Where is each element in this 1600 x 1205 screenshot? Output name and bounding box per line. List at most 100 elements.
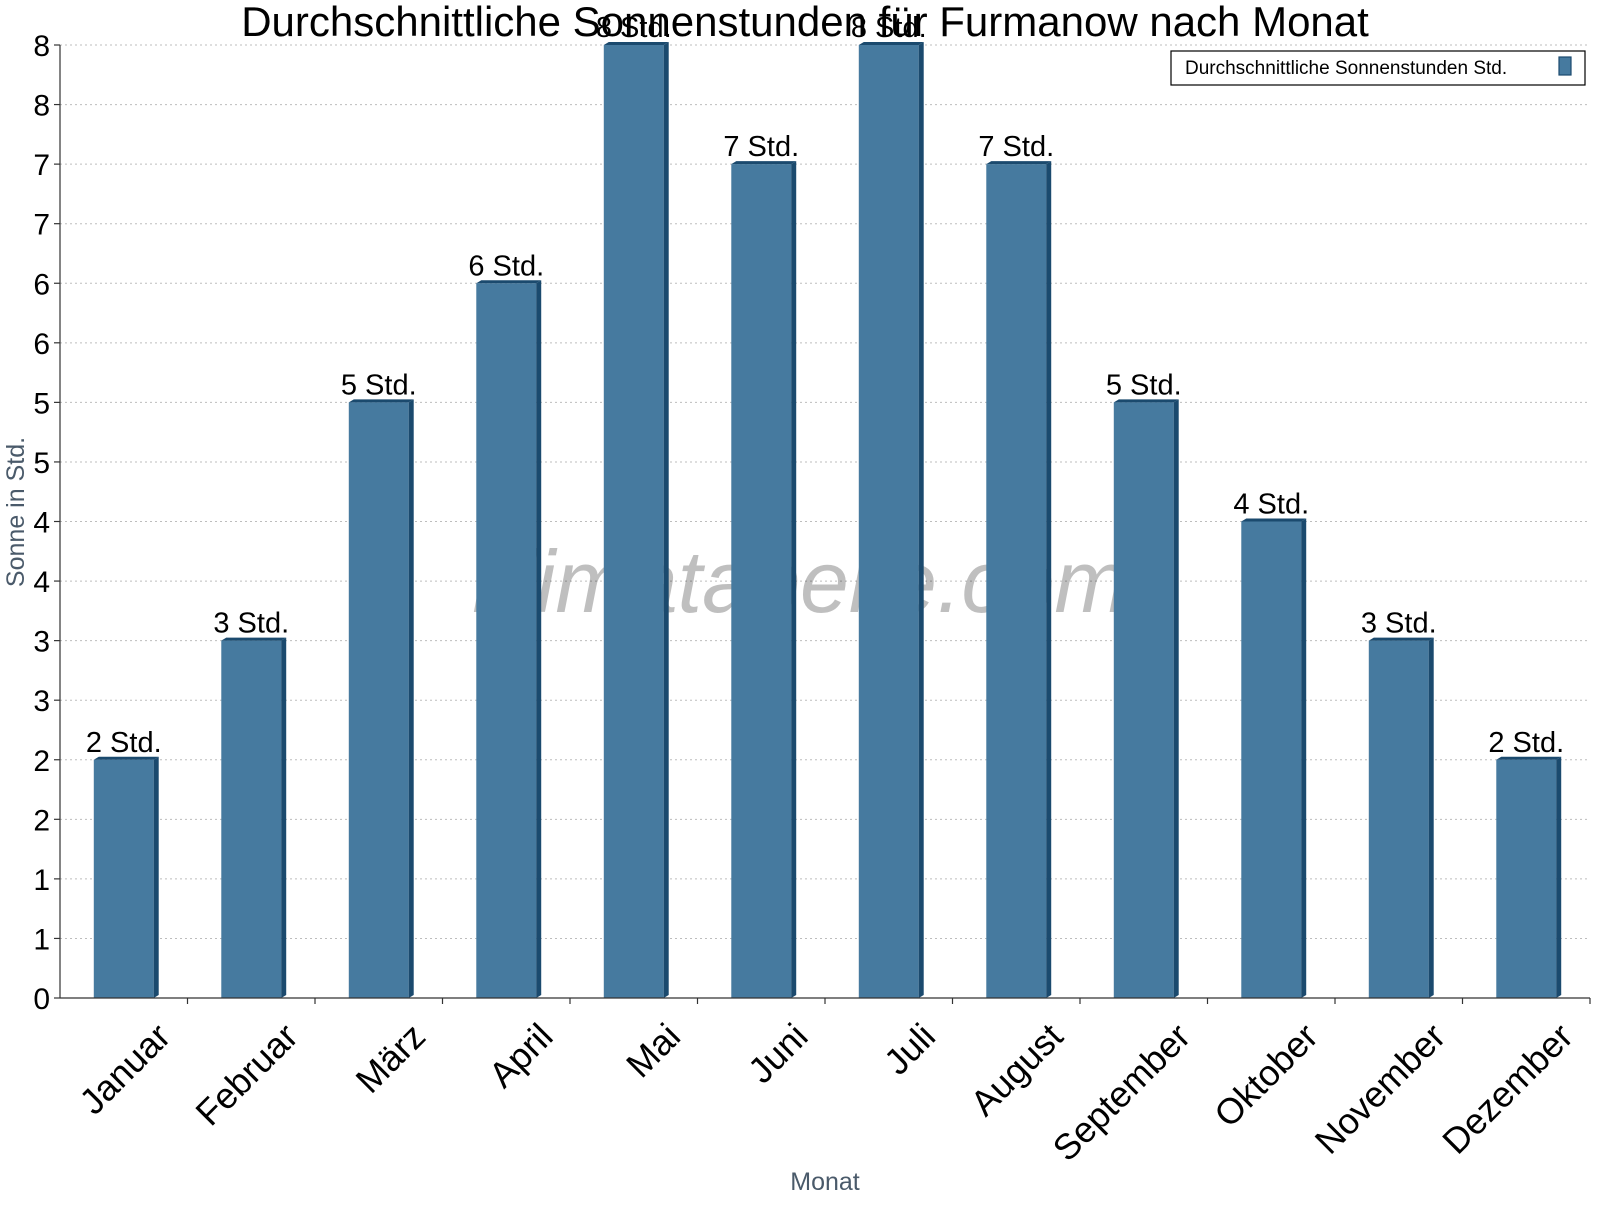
data-label: 5 Std.: [341, 369, 417, 401]
chart-title: Durchschnittliche Sonnenstunden für Furm…: [241, 0, 1369, 45]
bar-side: [153, 756, 159, 998]
bar-side: [663, 42, 669, 998]
bar: [1368, 637, 1434, 998]
y-tick-label: 1: [33, 864, 50, 897]
x-axis-label: Monat: [790, 1168, 860, 1196]
bar: [476, 280, 542, 998]
x-tick-label: Oktober: [1206, 1015, 1326, 1135]
x-axis-ticks: Januar Februar März April Mai Juni Juli AugustS…: [71, 998, 1591, 1169]
x-tick-label: Mai: [618, 1015, 688, 1085]
bar: [603, 42, 669, 998]
data-label: 7 Std.: [978, 131, 1054, 163]
bar-side: [791, 161, 797, 998]
legend: Durchschnittliche Sonnenstunden Std.: [1170, 50, 1586, 86]
data-label: 5 Std.: [1106, 369, 1182, 401]
y-tick-label: 5: [33, 447, 50, 480]
y-tick-label: 5: [33, 387, 50, 420]
x-tick-label: April: [481, 1015, 561, 1095]
y-tick-label: 2: [33, 745, 50, 778]
bar-front: [1496, 759, 1557, 998]
y-tick-label: 3: [33, 626, 50, 659]
y-axis-ticks: 0 1 1 2 2 3 3 4 4 5 5 6 6 7 7 8 8: [33, 30, 60, 1016]
bar-front: [1113, 402, 1174, 998]
bar: [1496, 756, 1562, 998]
y-tick-label: 4: [33, 566, 50, 599]
bar-front: [93, 759, 154, 998]
bar-top: [603, 42, 669, 45]
y-tick-label: 8: [33, 90, 50, 123]
bar-front: [603, 45, 664, 998]
data-label: 2 Std.: [86, 727, 162, 759]
bar: [348, 399, 414, 998]
x-tick-label: Februar: [187, 1015, 305, 1133]
bar-side: [408, 399, 414, 998]
bar-top: [348, 399, 414, 403]
x-tick-label: Januar: [71, 1015, 178, 1122]
bar-top: [476, 280, 542, 284]
data-label: 2 Std.: [1488, 727, 1564, 759]
data-label: 6 Std.: [468, 250, 544, 282]
bar: [858, 42, 924, 998]
data-label: 4 Std.: [1233, 489, 1309, 521]
bar-front: [1368, 640, 1429, 998]
bar: [1113, 399, 1179, 998]
x-tick-label: September: [1045, 1015, 1199, 1169]
data-label: 3 Std.: [1361, 608, 1437, 640]
data-label: 8 Std.: [851, 12, 927, 44]
bar-top: [731, 161, 797, 165]
bar-top: [1496, 756, 1562, 760]
y-tick-label: 6: [33, 328, 50, 361]
bar-top: [221, 637, 287, 641]
y-tick-label: 3: [33, 685, 50, 718]
data-label: 7 Std.: [723, 131, 799, 163]
bar-top: [1368, 637, 1434, 641]
bar-side: [918, 42, 924, 998]
legend-label: Durchschnittliche Sonnenstunden Std.: [1185, 58, 1507, 79]
x-tick-label: März: [348, 1015, 434, 1101]
bar-front: [476, 283, 537, 998]
bar-top: [1241, 518, 1307, 522]
bar-side: [1428, 637, 1434, 998]
bar-side: [281, 637, 287, 998]
bar-front: [858, 45, 919, 998]
bar-side: [1556, 756, 1562, 998]
x-tick-label: Dezember: [1434, 1015, 1580, 1161]
bar-side: [1046, 161, 1052, 998]
data-labels: 2 Std. 3 Std. 5 Std. 6 Std. 8 Std. 7 Std. 8 St…: [86, 12, 1564, 759]
grid-lines: [60, 44, 1590, 939]
bar: [731, 161, 797, 998]
y-tick-label: 7: [33, 149, 50, 182]
bar-side: [1301, 518, 1307, 998]
bar-side: [536, 280, 542, 998]
y-tick-label: 1: [33, 923, 50, 956]
bar-front: [1241, 521, 1302, 998]
bar: [986, 161, 1052, 998]
bar-front: [731, 164, 792, 998]
bar-front: [348, 402, 409, 998]
y-tick-label: 8: [33, 30, 50, 63]
bar-top: [93, 756, 159, 760]
y-tick-label: 6: [33, 268, 50, 301]
bar-front: [986, 164, 1047, 998]
x-tick-label: Juli: [876, 1015, 943, 1082]
x-tick-label: August: [962, 1015, 1070, 1123]
bars: [93, 42, 1562, 998]
bar-side: [1173, 399, 1179, 998]
bar-top: [1113, 399, 1179, 403]
x-tick-label: November: [1307, 1015, 1453, 1161]
legend-box: [1170, 50, 1586, 86]
bar: [1241, 518, 1307, 998]
data-label: 8 Std.: [596, 12, 672, 44]
x-tick-label: Juni: [740, 1015, 816, 1091]
bar: [93, 756, 159, 998]
y-tick-label: 7: [33, 209, 50, 242]
bar: [221, 637, 287, 998]
legend-swatch: [1558, 56, 1572, 76]
y-tick-label: 4: [33, 507, 50, 540]
y-axis-label: Sonne in Std.: [2, 437, 30, 587]
data-label: 3 Std.: [213, 608, 289, 640]
y-tick-label: 2: [33, 804, 50, 837]
bar-front: [221, 640, 282, 998]
bar-top: [858, 42, 924, 45]
